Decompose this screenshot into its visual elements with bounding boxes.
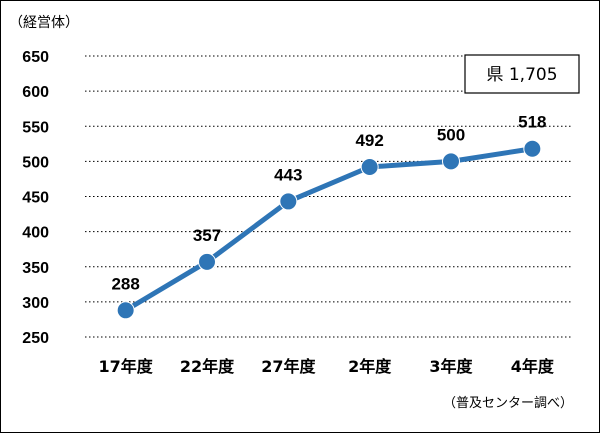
data-point <box>116 301 135 320</box>
x-axis-categories: 17年度 22年度 27年度 2年度 3年度 4年度 <box>99 357 555 376</box>
y-tick-label: 250 <box>22 330 49 347</box>
data-point <box>360 157 379 176</box>
data-point <box>198 252 216 271</box>
x-category-label: 4年度 <box>511 357 555 376</box>
data-value-label: 518 <box>518 113 546 132</box>
total-annotation: 県 1,705 <box>464 54 580 94</box>
data-value-label: 288 <box>111 274 139 293</box>
y-tick-label: 300 <box>22 295 49 312</box>
y-tick-label: 450 <box>22 190 49 207</box>
y-tick-label: 350 <box>22 260 49 277</box>
data-point <box>442 152 460 171</box>
data-value-label: 443 <box>274 165 302 184</box>
source-note: （普及センター調べ） <box>443 396 573 411</box>
series <box>116 139 542 320</box>
data-value-label: 500 <box>437 125 465 144</box>
y-tick-label: 650 <box>22 49 49 66</box>
x-category-label: 2年度 <box>348 357 392 376</box>
x-category-label: 22年度 <box>180 357 235 376</box>
y-tick-label: 550 <box>22 119 49 136</box>
total-annotation-box <box>464 54 580 94</box>
series-line <box>123 146 535 313</box>
gridlines <box>85 55 573 338</box>
data-point <box>279 192 298 211</box>
y-tick-label: 500 <box>22 154 49 171</box>
y-axis-ticks: 650 600 550 500 450 400 350 300 250 <box>22 49 49 347</box>
total-annotation-text: 県 1,705 <box>486 65 557 85</box>
data-point <box>523 139 542 158</box>
data-value-label: 492 <box>355 131 383 150</box>
y-tick-label: 400 <box>22 225 49 242</box>
x-category-label: 27年度 <box>261 357 316 376</box>
x-category-label: 3年度 <box>429 357 473 376</box>
y-tick-label: 600 <box>22 84 49 101</box>
data-labels: 288 357 443 492 500 518 <box>111 113 546 294</box>
x-category-label: 17年度 <box>99 357 154 376</box>
data-value-label: 357 <box>193 226 221 245</box>
y-unit-label: （経営体） <box>9 15 79 31</box>
